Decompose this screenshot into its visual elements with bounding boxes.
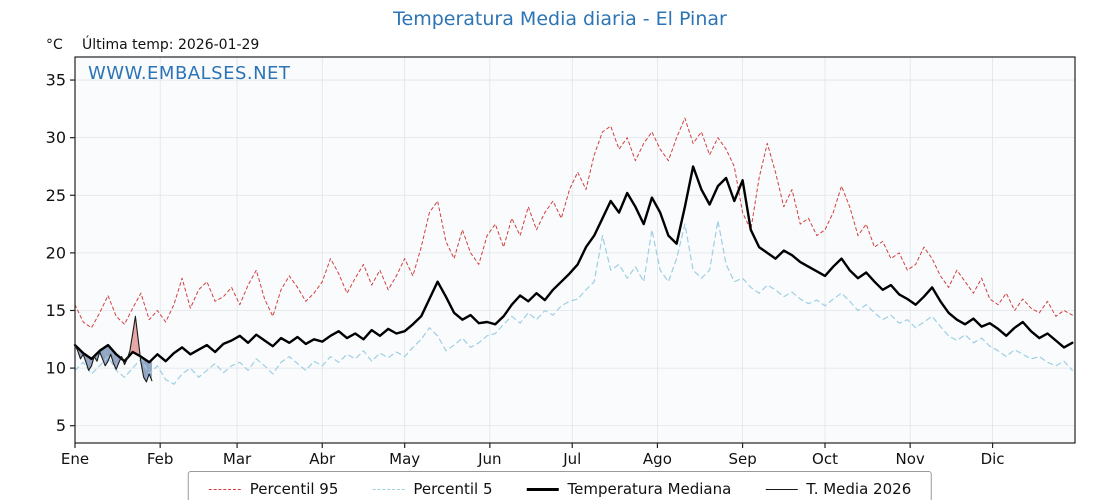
svg-text:20: 20 <box>46 243 66 262</box>
chart-title: Temperatura Media diaria - El Pinar <box>393 8 727 30</box>
legend-line-sample-t-media-2026-icon <box>765 488 798 490</box>
legend-item-percentil-5: Percentil 5 <box>372 480 492 498</box>
svg-text:25: 25 <box>46 186 66 205</box>
legend-line-sample-percentil-5-icon <box>372 488 405 490</box>
svg-text:Mar: Mar <box>223 450 252 468</box>
legend-line-sample-mediana-icon <box>526 487 559 491</box>
legend-label-t-media-2026: T. Media 2026 <box>806 480 912 498</box>
svg-text:Dic: Dic <box>981 450 1005 468</box>
svg-text:35: 35 <box>46 71 66 90</box>
svg-text:Feb: Feb <box>147 450 174 468</box>
legend-line-sample-percentil-95-icon <box>208 488 241 490</box>
last-temp-label: Última temp: 2026-01-29 <box>82 37 260 53</box>
legend: Percentil 95 Percentil 5 Temperatura Med… <box>187 471 933 500</box>
watermark: WWW.EMBALSES.NET <box>88 63 291 84</box>
svg-text:Oct: Oct <box>812 450 838 468</box>
svg-text:May: May <box>389 450 420 468</box>
y-axis-unit-label: °C <box>46 37 63 53</box>
svg-text:10: 10 <box>46 359 66 378</box>
svg-text:5: 5 <box>56 416 66 435</box>
legend-label-percentil-5: Percentil 5 <box>413 480 493 498</box>
svg-text:Jun: Jun <box>477 450 501 468</box>
legend-label-temperatura-mediana: Temperatura Mediana <box>567 480 732 498</box>
svg-text:Nov: Nov <box>896 450 925 468</box>
legend-item-percentil-95: Percentil 95 <box>208 480 339 498</box>
legend-label-percentil-95: Percentil 95 <box>249 480 339 498</box>
legend-item-t-media-2026: T. Media 2026 <box>765 480 911 498</box>
svg-text:30: 30 <box>46 128 66 147</box>
legend-item-temperatura-mediana: Temperatura Mediana <box>526 480 731 498</box>
svg-text:Jul: Jul <box>562 450 581 468</box>
svg-text:15: 15 <box>46 301 66 320</box>
svg-text:Ene: Ene <box>61 450 89 468</box>
svg-text:Abr: Abr <box>309 450 336 468</box>
svg-text:Ago: Ago <box>643 450 672 468</box>
svg-text:Sep: Sep <box>728 450 756 468</box>
